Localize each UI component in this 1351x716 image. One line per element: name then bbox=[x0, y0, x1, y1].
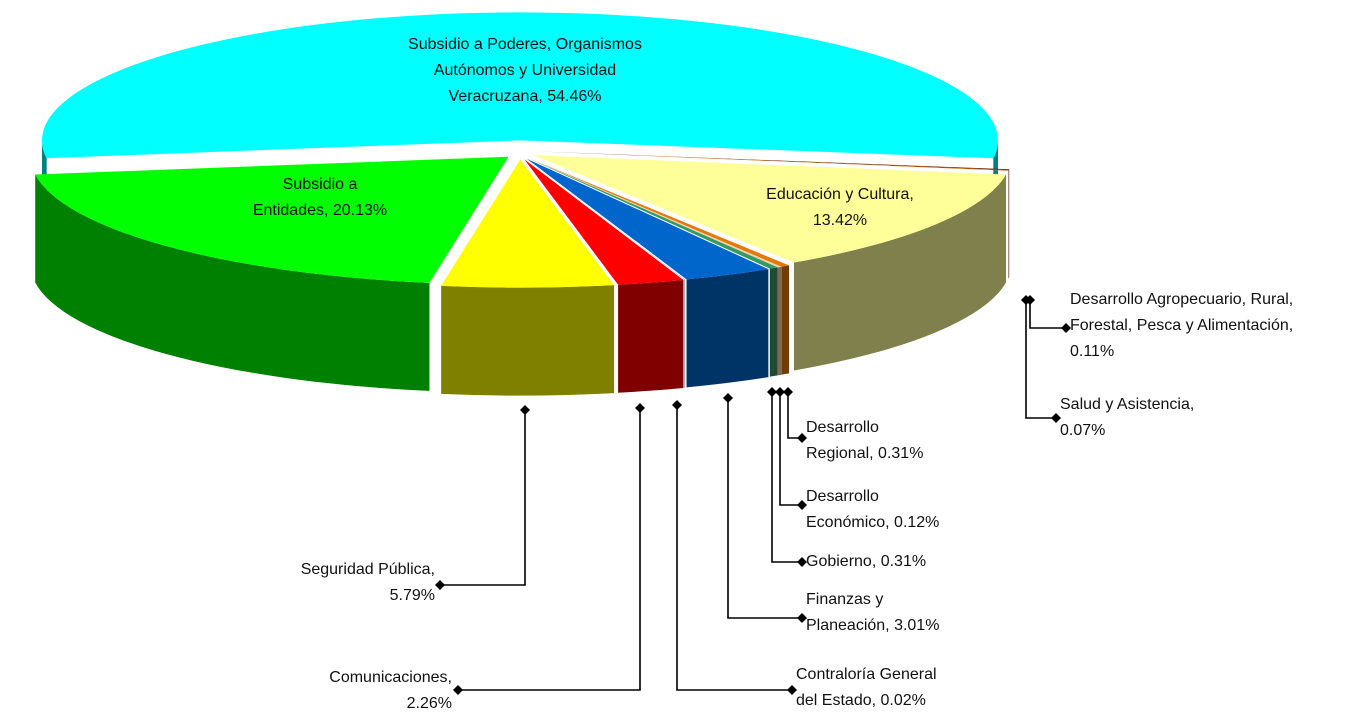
data-label-line: 13.42% bbox=[813, 212, 867, 229]
slice bbox=[533, 155, 1006, 263]
data-label-line: Subsidio a bbox=[283, 176, 358, 193]
leader-marker bbox=[797, 500, 807, 510]
data-label-line: Subsidio a Poderes, Organismos bbox=[408, 36, 642, 53]
slice-side bbox=[441, 285, 615, 396]
leader-marker bbox=[723, 393, 733, 403]
slice-side bbox=[793, 174, 1006, 371]
leader-line bbox=[1029, 300, 1066, 329]
data-label: Subsidio a Entidades, 20.13% bbox=[253, 176, 387, 219]
slice-side bbox=[686, 269, 769, 388]
slice bbox=[528, 158, 778, 269]
leader-marker bbox=[435, 580, 445, 590]
leader-marker bbox=[520, 405, 530, 415]
leader-marker bbox=[797, 433, 807, 443]
leader-line bbox=[440, 410, 526, 586]
leader-line bbox=[727, 398, 802, 619]
leader-marker bbox=[767, 387, 777, 397]
data-label-line: 0.07% bbox=[1060, 422, 1105, 439]
data-label-line: Autónomos y Universidad bbox=[434, 62, 616, 79]
leader-line bbox=[779, 392, 802, 506]
data-label-line: 0.11% bbox=[1070, 343, 1114, 360]
data-label-line: del Estado, 0.02% bbox=[796, 692, 926, 709]
data-label-line: Finanzas y bbox=[806, 591, 883, 608]
data-label: Gobierno, 0.31% bbox=[806, 553, 926, 570]
slice bbox=[441, 159, 615, 288]
data-label-line: Contraloría General bbox=[796, 666, 937, 683]
leader-marker bbox=[1021, 295, 1031, 305]
slice bbox=[41, 12, 999, 159]
data-label: Desarrollo Económico, 0.12% bbox=[806, 488, 939, 531]
leader-marker bbox=[787, 685, 797, 695]
slice bbox=[525, 159, 686, 280]
data-label-line: Desarrollo bbox=[806, 419, 879, 436]
slice-side bbox=[684, 279, 686, 388]
data-label-line: Seguridad Pública, bbox=[301, 561, 435, 578]
data-label-line: Económico, 0.12% bbox=[806, 514, 939, 531]
data-label-line: Forestal, Pesca y Alimentación, bbox=[1070, 317, 1293, 334]
data-label-line: Desarrollo Agropecuario, Rural, bbox=[1070, 291, 1293, 308]
leader-marker bbox=[797, 557, 807, 567]
data-label-line: 5.79% bbox=[390, 587, 435, 604]
leader-line bbox=[1025, 300, 1056, 419]
data-label: Subsidio a Poderes, Organismos Autónomos … bbox=[408, 36, 642, 105]
leader-line bbox=[458, 408, 641, 691]
data-label: Desarrollo Agropecuario, Rural, Forestal,… bbox=[1070, 291, 1293, 360]
slice bbox=[535, 151, 1009, 171]
leader-marker bbox=[797, 613, 807, 623]
data-label-line: Comunicaciones, bbox=[329, 669, 452, 686]
data-label: Desarrollo Regional, 0.31% bbox=[806, 419, 923, 462]
leader-marker bbox=[775, 387, 785, 397]
slice bbox=[526, 158, 769, 280]
slice bbox=[535, 151, 1010, 171]
leader-line bbox=[771, 392, 802, 563]
slice-side bbox=[769, 267, 778, 377]
data-label-line: Salud y Asistencia, bbox=[1060, 396, 1194, 413]
data-label-line: Veracruzana, 54.46% bbox=[449, 88, 602, 105]
leader-line bbox=[676, 405, 792, 691]
slice bbox=[35, 156, 509, 283]
data-label-line: Educación y Cultura, bbox=[766, 186, 914, 203]
slice-side bbox=[778, 266, 782, 376]
slice bbox=[528, 158, 782, 268]
slice bbox=[524, 159, 684, 285]
data-label-line: Entidades, 20.13% bbox=[253, 202, 387, 219]
data-label: Seguridad Pública, 5.79% bbox=[301, 561, 435, 604]
leader-marker bbox=[1061, 323, 1071, 333]
slice-side bbox=[781, 265, 790, 375]
leader-marker bbox=[783, 387, 793, 397]
slice-side bbox=[35, 174, 430, 391]
data-label-line: Desarrollo bbox=[806, 488, 879, 505]
leader-line bbox=[787, 392, 802, 439]
data-label-line: 2.26% bbox=[407, 695, 452, 712]
leader-marker bbox=[672, 400, 682, 410]
data-label: Comunicaciones, 2.26% bbox=[329, 669, 452, 712]
data-label: Contraloría General del Estado, 0.02% bbox=[796, 666, 937, 709]
data-label: Educación y Cultura, 13.42% bbox=[766, 186, 914, 229]
data-label-line: Gobierno, 0.31% bbox=[806, 553, 926, 570]
leader-marker bbox=[453, 685, 463, 695]
slice bbox=[528, 158, 790, 267]
data-label: Finanzas y Planeación, 3.01% bbox=[806, 591, 939, 634]
leader-marker bbox=[1051, 413, 1061, 423]
slice-side bbox=[618, 279, 684, 393]
leader-marker bbox=[635, 403, 645, 413]
data-label-line: Regional, 0.31% bbox=[806, 445, 923, 462]
data-label: Salud y Asistencia, 0.07% bbox=[1060, 396, 1194, 439]
data-label-line: Planeación, 3.01% bbox=[806, 617, 939, 634]
